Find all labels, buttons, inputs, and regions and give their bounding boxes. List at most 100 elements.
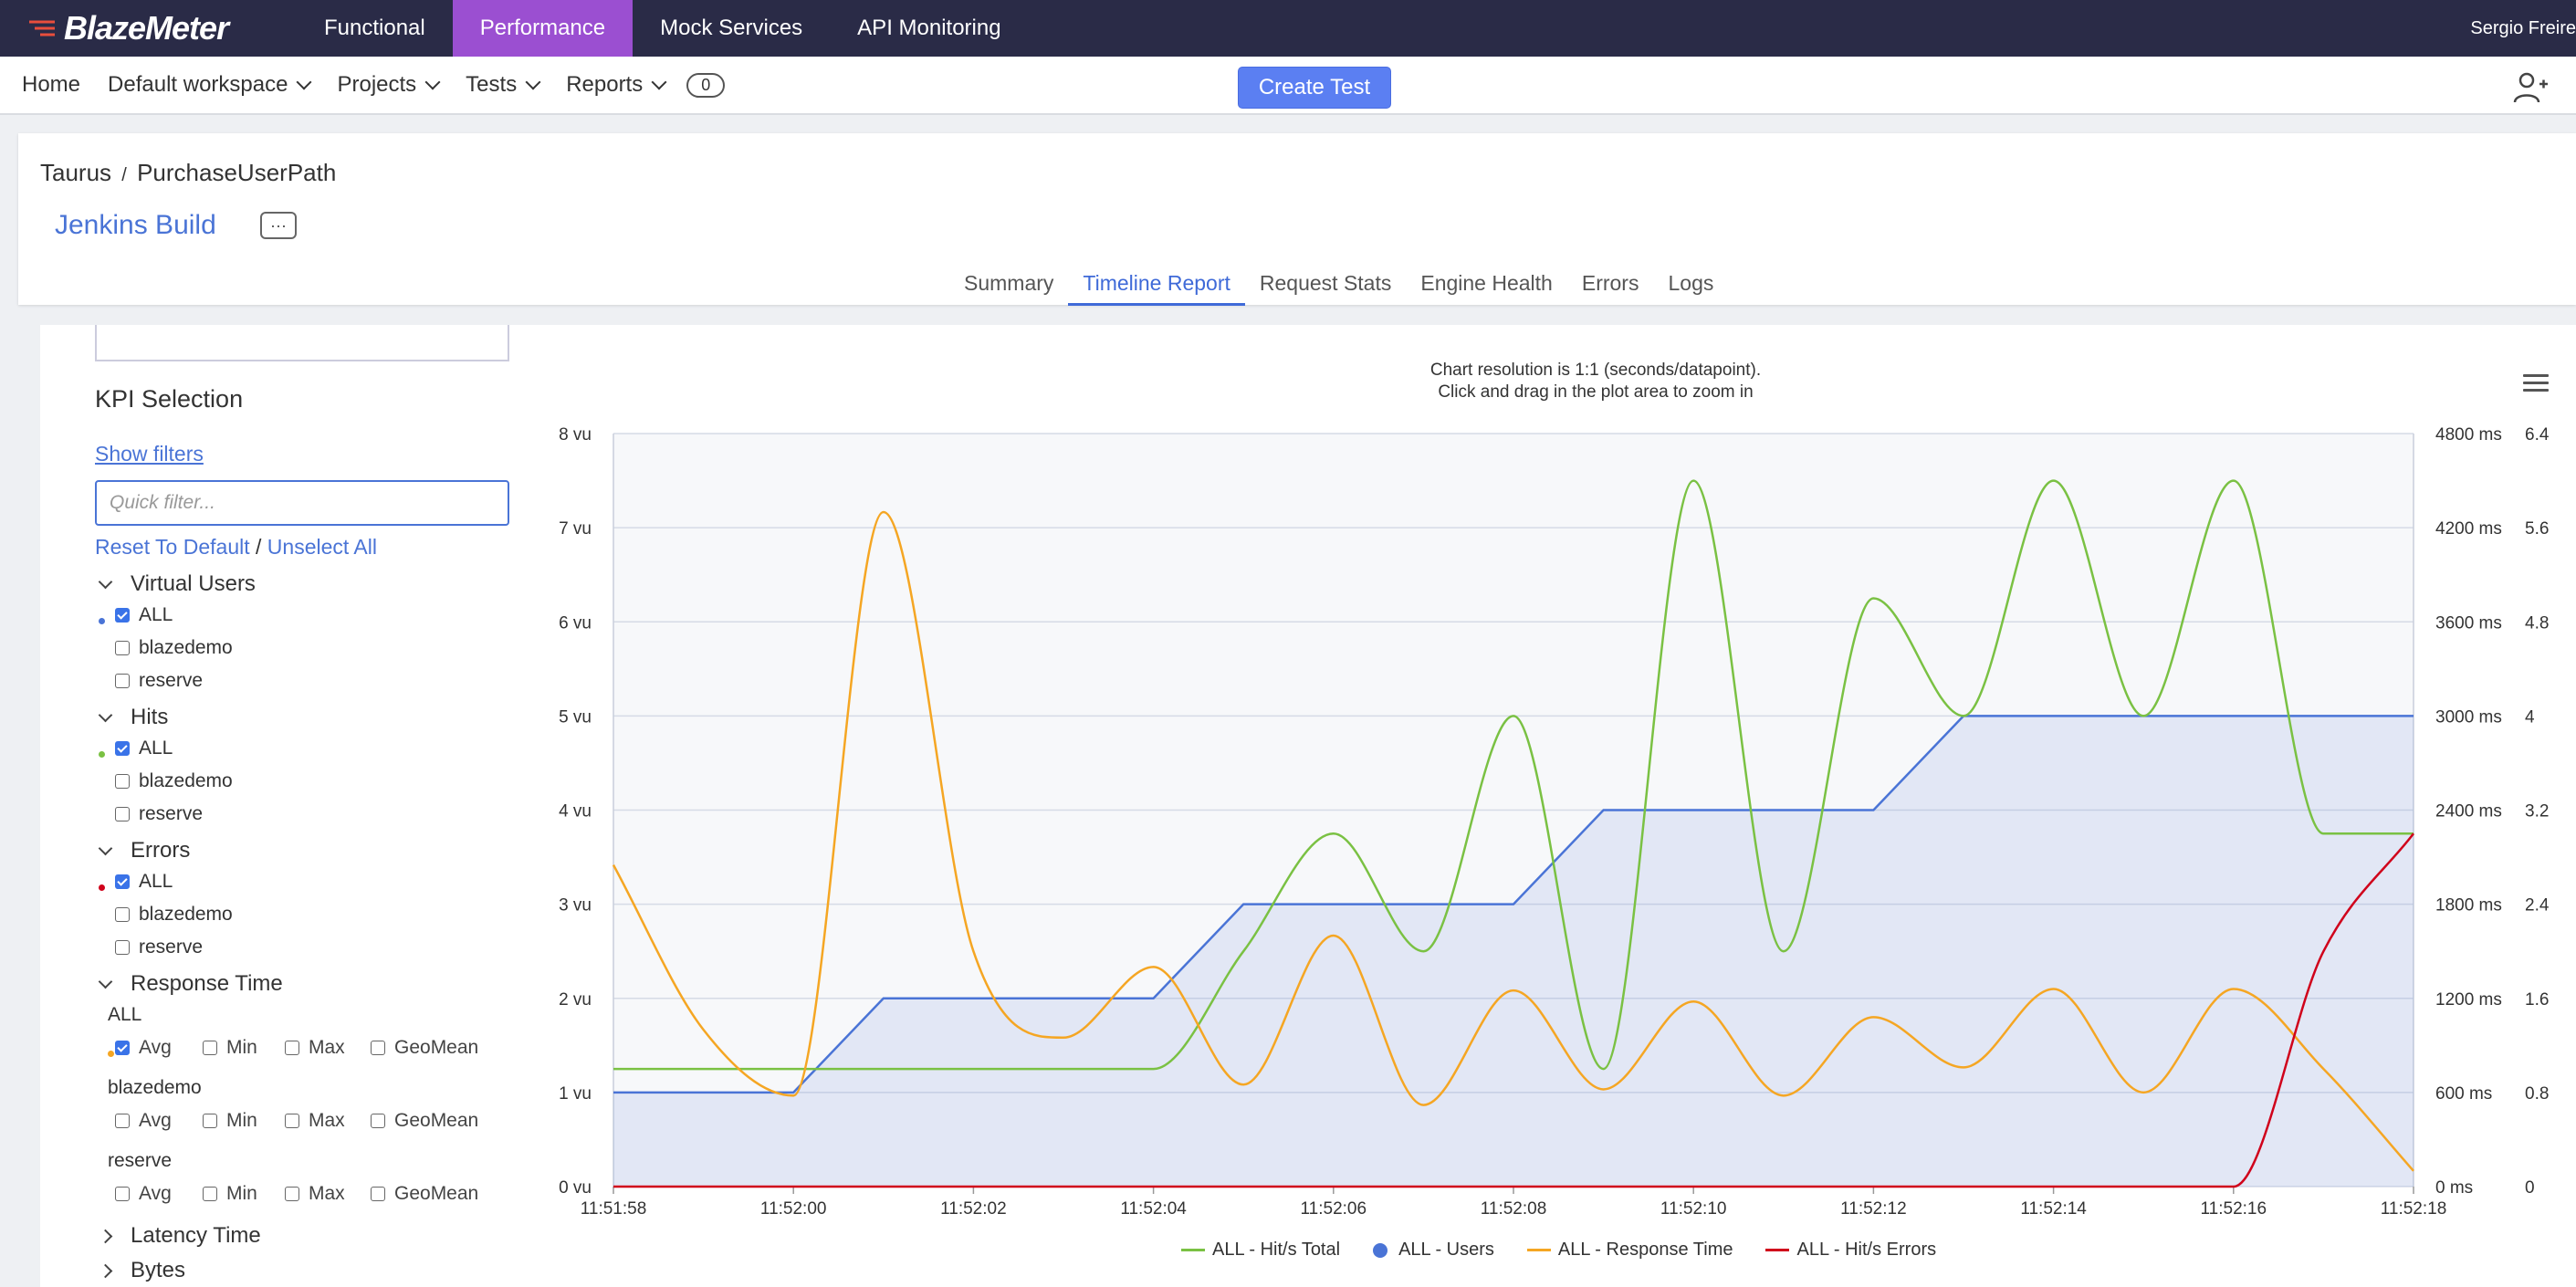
rt-option[interactable]: Min bbox=[203, 1183, 257, 1205]
tab-summary[interactable]: Summary bbox=[964, 270, 1054, 295]
checkbox[interactable] bbox=[115, 1041, 130, 1055]
checkbox[interactable] bbox=[115, 1114, 130, 1128]
chart-menu-icon[interactable] bbox=[2523, 374, 2549, 396]
top-nav-performance[interactable]: Performance bbox=[452, 0, 634, 57]
rt-option[interactable]: Max bbox=[285, 1183, 345, 1205]
checkbox[interactable] bbox=[115, 874, 130, 889]
rt-option[interactable]: Min bbox=[203, 1037, 257, 1059]
reports-count-badge[interactable]: 0 bbox=[686, 72, 726, 98]
checkbox[interactable] bbox=[115, 674, 130, 688]
breadcrumb-test[interactable]: PurchaseUserPath bbox=[137, 159, 337, 186]
rt-option[interactable]: Max bbox=[285, 1110, 345, 1132]
tab-timeline-report[interactable]: Timeline Report bbox=[1068, 263, 1245, 306]
kpi-group-virtual-users[interactable]: Virtual Users bbox=[98, 571, 256, 597]
checkbox[interactable] bbox=[115, 940, 130, 955]
nav-reports-dropdown[interactable]: Reports bbox=[566, 72, 667, 98]
kpi-item[interactable]: reserve bbox=[115, 803, 203, 825]
kpi-item[interactable]: ALL bbox=[115, 738, 173, 759]
legend-item-hits-errors[interactable]: ALL - Hit/s Errors bbox=[1765, 1240, 1936, 1261]
y-right-ms-tick-label: 4200 ms bbox=[2435, 519, 2502, 539]
chevron-down-icon bbox=[296, 74, 312, 90]
breadcrumb-separator: / bbox=[121, 165, 127, 185]
more-options-button[interactable]: ··· bbox=[260, 212, 297, 239]
checkbox[interactable] bbox=[115, 608, 130, 623]
timeline-chart[interactable]: 0 vu 0 ms 0 1 vu 600 ms 0.8 2 vu 1200 ms 1.6 3 vu… bbox=[40, 325, 2576, 1238]
rt-option[interactable]: Avg bbox=[115, 1183, 172, 1205]
checkbox[interactable] bbox=[203, 1114, 217, 1128]
rt-option[interactable]: GeoMean bbox=[371, 1037, 478, 1059]
tab-logs[interactable]: Logs bbox=[1668, 270, 1714, 295]
tab-errors[interactable]: Errors bbox=[1581, 270, 1639, 295]
reset-to-default-link[interactable]: Reset To Default bbox=[95, 535, 250, 559]
y-left-tick-label: 5 vu bbox=[559, 707, 592, 727]
kpi-item[interactable]: blazedemo bbox=[115, 904, 233, 926]
checkbox[interactable] bbox=[115, 807, 130, 821]
rt-option[interactable]: Avg bbox=[115, 1037, 172, 1059]
tab-request-stats[interactable]: Request Stats bbox=[1259, 270, 1392, 295]
checkbox[interactable] bbox=[115, 907, 130, 922]
timeline-panel: KPI Selection Show filters Reset To Defa… bbox=[40, 325, 2576, 1287]
checkbox[interactable] bbox=[203, 1041, 217, 1055]
rt-option[interactable]: Max bbox=[285, 1037, 345, 1059]
rt-option-label: Min bbox=[226, 1037, 257, 1058]
rt-option[interactable]: Min bbox=[203, 1110, 257, 1132]
legend-item-users[interactable]: ALL - Users bbox=[1373, 1240, 1494, 1261]
checkbox[interactable] bbox=[115, 1187, 130, 1201]
breadcrumb-project[interactable]: Taurus bbox=[40, 159, 112, 186]
y-left-tick-label: 2 vu bbox=[559, 990, 592, 1010]
y-right-ms-tick-label: 1200 ms bbox=[2435, 990, 2502, 1010]
kpi-item-label: reserve bbox=[139, 803, 204, 824]
checkbox[interactable] bbox=[371, 1114, 385, 1128]
kpi-item[interactable]: reserve bbox=[115, 670, 203, 692]
add-user-icon[interactable] bbox=[2512, 69, 2549, 106]
quick-filter-input[interactable] bbox=[95, 480, 509, 526]
checkbox[interactable] bbox=[285, 1114, 299, 1128]
checkbox[interactable] bbox=[285, 1187, 299, 1201]
unselect-all-link[interactable]: Unselect All bbox=[267, 535, 377, 559]
show-filters-link[interactable]: Show filters bbox=[95, 442, 204, 466]
top-nav: Functional Performance Mock Services API… bbox=[297, 0, 1029, 57]
kpi-item[interactable]: blazedemo bbox=[115, 770, 233, 792]
rt-option[interactable]: GeoMean bbox=[371, 1110, 478, 1132]
y-left-tick-label: 0 vu bbox=[559, 1178, 592, 1198]
checkbox[interactable] bbox=[285, 1041, 299, 1055]
kpi-group-response-time[interactable]: Response Time bbox=[98, 971, 283, 997]
series-line-all-hit-s-errors bbox=[613, 832, 2414, 1188]
page-title[interactable]: Jenkins Build bbox=[55, 210, 216, 240]
y-right-hits-tick-label: 4 bbox=[2525, 707, 2535, 727]
nav-projects-dropdown[interactable]: Projects bbox=[337, 72, 441, 98]
kpi-reset-row: Reset To Default / Unselect All bbox=[95, 535, 377, 560]
kpi-item[interactable]: ALL bbox=[115, 871, 173, 893]
series-color-dot bbox=[99, 618, 105, 624]
top-nav-functional[interactable]: Functional bbox=[324, 16, 425, 40]
checkbox[interactable] bbox=[115, 774, 130, 789]
user-menu[interactable]: Sergio Freire bbox=[2470, 17, 2576, 38]
kpi-group-latency-time[interactable]: Latency Time bbox=[98, 1223, 261, 1249]
tab-engine-health[interactable]: Engine Health bbox=[1420, 270, 1553, 295]
checkbox[interactable] bbox=[203, 1187, 217, 1201]
nav-home[interactable]: Home bbox=[22, 72, 80, 98]
checkbox[interactable] bbox=[115, 741, 130, 756]
rt-option-label: Avg bbox=[139, 1183, 172, 1204]
group-label: Errors bbox=[131, 838, 191, 863]
rt-option[interactable]: GeoMean bbox=[371, 1183, 478, 1205]
legend-item-response-time[interactable]: ALL - Response Time bbox=[1526, 1240, 1733, 1261]
checkbox[interactable] bbox=[115, 641, 130, 655]
kpi-group-errors[interactable]: Errors bbox=[98, 838, 191, 863]
blazemeter-logo[interactable]: BlazeMeter bbox=[27, 7, 229, 49]
nav-workspace-dropdown[interactable]: Default workspace bbox=[108, 72, 312, 98]
kpi-group-bytes[interactable]: Bytes bbox=[98, 1258, 185, 1283]
kpi-item[interactable]: blazedemo bbox=[115, 637, 233, 659]
nav-tests-dropdown[interactable]: Tests bbox=[466, 72, 541, 98]
create-test-button[interactable]: Create Test bbox=[1238, 67, 1391, 109]
group-label: Hits bbox=[131, 705, 169, 729]
legend-item-hits-total[interactable]: ALL - Hit/s Total bbox=[1181, 1240, 1340, 1261]
top-nav-mock-services[interactable]: Mock Services bbox=[660, 16, 803, 40]
rt-option[interactable]: Avg bbox=[115, 1110, 172, 1132]
kpi-item[interactable]: ALL bbox=[115, 604, 173, 626]
kpi-item[interactable]: reserve bbox=[115, 936, 203, 958]
checkbox[interactable] bbox=[371, 1187, 385, 1201]
top-nav-api-monitoring[interactable]: API Monitoring bbox=[857, 16, 1001, 40]
checkbox[interactable] bbox=[371, 1041, 385, 1055]
kpi-group-hits[interactable]: Hits bbox=[98, 705, 169, 730]
